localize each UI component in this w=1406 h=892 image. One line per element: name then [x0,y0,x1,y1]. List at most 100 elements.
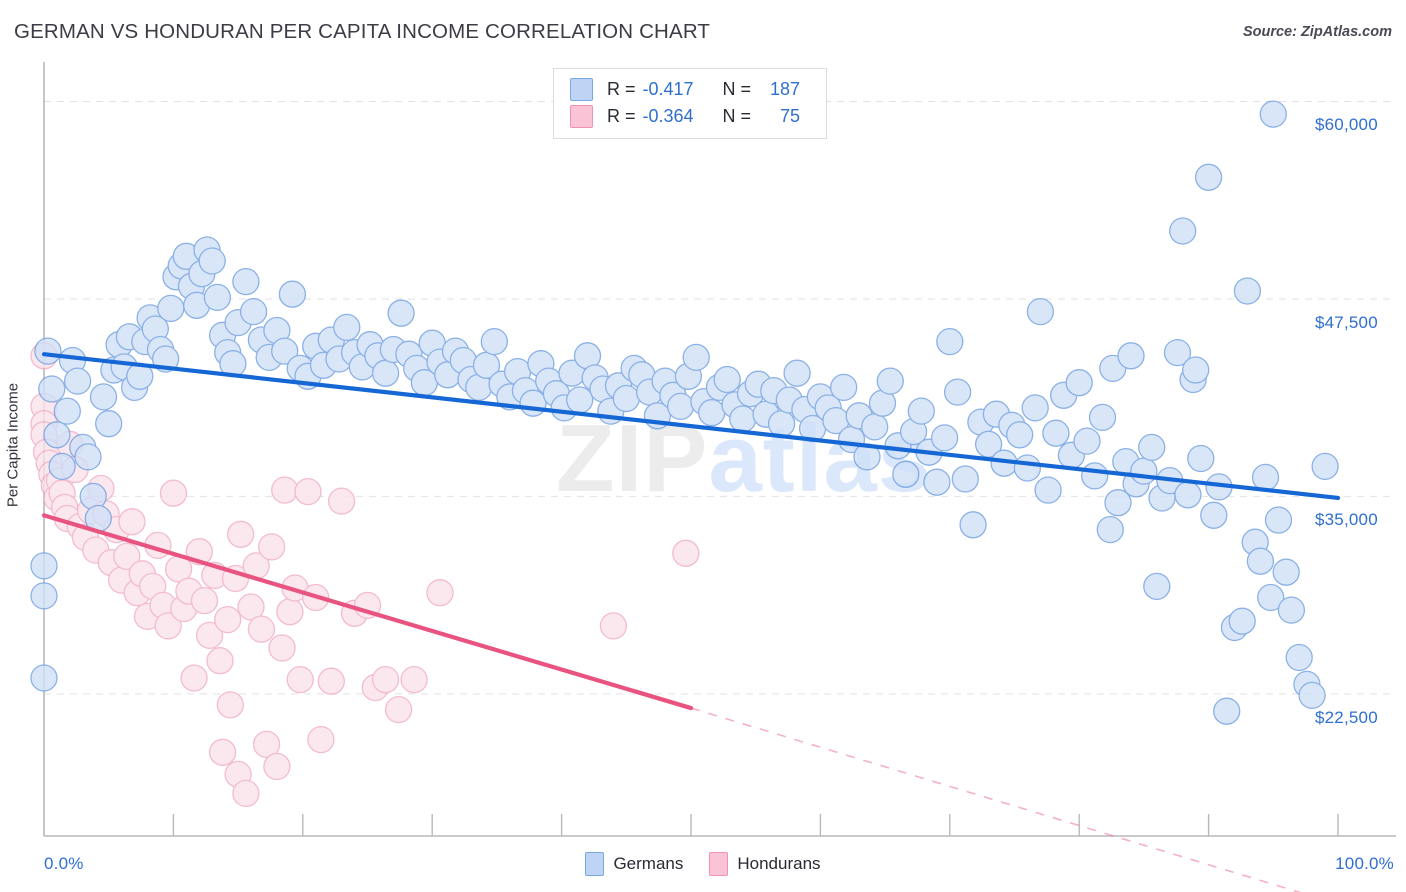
data-point[interactable] [400,665,428,694]
data-point[interactable] [307,725,335,754]
data-point[interactable] [1021,394,1049,422]
data-point[interactable] [239,297,268,326]
data-point[interactable] [698,399,726,427]
data-point[interactable] [74,443,102,471]
legend-item-germans[interactable]: Germans [585,852,683,876]
data-point[interactable] [232,267,260,296]
data-point[interactable] [1228,607,1256,635]
data-point[interactable] [1163,338,1192,367]
data-point[interactable] [216,691,244,719]
data-point[interactable] [271,476,299,504]
data-point[interactable] [1257,583,1285,612]
data-point[interactable] [1013,454,1042,482]
data-point[interactable] [89,383,118,411]
data-point[interactable] [1104,489,1132,517]
data-point[interactable] [830,373,858,402]
data-point[interactable] [861,413,889,441]
data-point[interactable] [1213,697,1241,725]
data-point[interactable] [30,664,58,692]
data-point[interactable] [1311,452,1339,481]
data-point[interactable] [232,779,260,808]
data-point[interactable] [30,552,58,580]
data-point[interactable] [118,508,146,536]
data-point[interactable] [1088,403,1117,432]
data-point[interactable] [566,386,594,414]
data-point[interactable] [278,280,307,308]
data-point[interactable] [48,452,76,481]
data-point[interactable] [286,665,314,694]
data-point[interactable] [1259,100,1287,128]
data-point[interactable] [95,410,123,438]
data-point[interactable] [43,421,71,449]
data-point[interactable] [317,667,345,695]
data-point[interactable] [1143,572,1171,601]
data-point[interactable] [1194,163,1223,191]
data-point[interactable] [63,367,92,395]
data-point[interactable] [371,359,400,387]
data-point[interactable] [1246,547,1275,575]
data-point[interactable] [729,405,757,433]
data-point[interactable] [333,313,361,342]
data-point[interactable] [258,533,286,561]
data-point[interactable] [666,392,695,421]
data-point[interactable] [1277,596,1306,624]
data-point[interactable] [276,598,304,626]
data-point[interactable] [1081,462,1109,490]
data-point[interactable] [951,465,979,493]
data-point[interactable] [157,294,185,323]
data-point[interactable] [1233,277,1262,305]
data-point[interactable] [599,612,628,640]
data-point[interactable] [1182,356,1210,384]
data-point[interactable] [480,327,508,356]
data-point[interactable] [519,389,547,417]
data-point[interactable] [38,375,66,403]
data-point[interactable] [198,247,226,275]
data-point[interactable] [1285,643,1313,672]
data-point[interactable] [1200,501,1228,529]
data-point[interactable] [767,410,796,438]
legend-item-hondurans[interactable]: Hondurans [709,852,821,876]
data-point[interactable] [682,343,710,372]
data-point[interactable] [190,586,219,615]
data-point[interactable] [1138,433,1166,462]
data-point[interactable] [294,477,322,506]
data-point[interactable] [371,665,400,694]
data-point[interactable] [227,520,255,548]
data-point[interactable] [113,542,141,571]
data-point[interactable] [426,579,454,607]
data-point[interactable] [30,582,58,610]
data-point[interactable] [195,621,224,650]
data-point[interactable] [892,460,920,488]
data-point[interactable] [154,612,182,640]
data-point[interactable] [214,605,242,634]
data-point[interactable] [34,337,62,365]
data-point[interactable] [159,479,188,507]
data-point[interactable] [208,738,237,766]
data-point[interactable] [1272,558,1300,586]
data-point[interactable] [612,384,640,413]
data-point[interactable] [206,647,234,675]
data-point[interactable] [1298,681,1326,710]
data-point[interactable] [252,730,281,759]
data-point[interactable] [1042,419,1070,447]
data-point[interactable] [1251,463,1280,492]
data-point[interactable] [53,397,81,425]
data-point[interactable] [907,397,935,425]
data-point[interactable] [1187,444,1215,473]
data-point[interactable] [1006,421,1034,449]
data-point[interactable] [271,337,299,365]
data-point[interactable] [203,283,232,312]
data-point[interactable] [1169,217,1197,245]
data-point[interactable] [1073,427,1101,455]
data-point[interactable] [384,695,413,724]
data-point[interactable] [237,593,265,621]
data-point[interactable] [180,664,208,692]
data-point[interactable] [943,378,972,406]
data-point[interactable] [387,299,415,327]
data-point[interactable] [713,365,741,394]
data-point[interactable] [672,539,700,567]
data-point[interactable] [263,752,291,781]
data-point[interactable] [1034,476,1062,504]
data-point[interactable] [1264,506,1293,534]
data-point[interactable] [1065,369,1093,397]
